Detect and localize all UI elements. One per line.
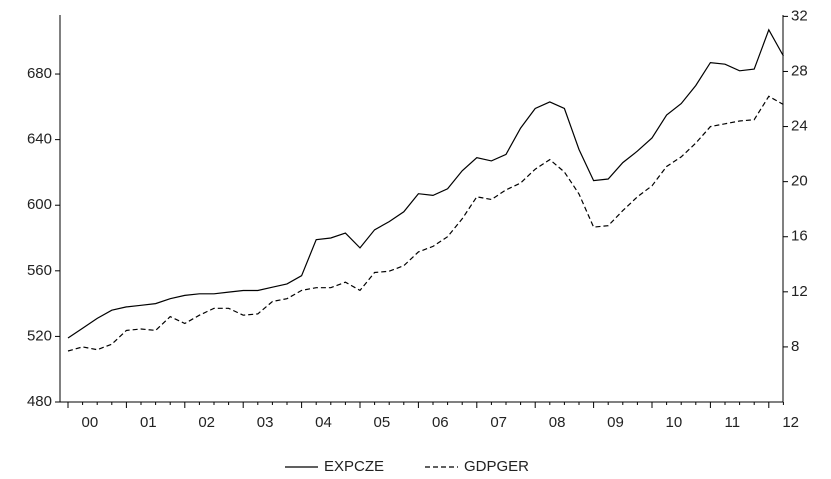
x-tick-label: 07 bbox=[490, 414, 507, 431]
y-tick-label: 480 bbox=[27, 393, 52, 410]
y2-tick-label: 12 bbox=[791, 283, 808, 300]
y-tick-label: 560 bbox=[27, 262, 52, 279]
x-tick-label: 06 bbox=[432, 414, 449, 431]
x-tick-label: 08 bbox=[549, 414, 566, 431]
x-tick-label: 05 bbox=[374, 414, 391, 431]
y-tick-label: 680 bbox=[27, 65, 52, 82]
y2-tick-label: 32 bbox=[791, 7, 808, 24]
x-tick-label: 10 bbox=[666, 414, 683, 431]
legend-label: GDPGER bbox=[464, 458, 529, 475]
x-tick-label: 11 bbox=[725, 414, 741, 431]
y-tick-label: 600 bbox=[27, 196, 52, 213]
series-line bbox=[67, 28, 784, 339]
x-tick-label: 04 bbox=[315, 414, 332, 431]
y2-tick-label: 28 bbox=[791, 62, 808, 79]
x-tick-label: 09 bbox=[607, 414, 624, 431]
x-tick-label: 01 bbox=[140, 414, 157, 431]
y-tick-label: 520 bbox=[27, 327, 52, 344]
y2-tick-label: 24 bbox=[791, 118, 808, 135]
series-line bbox=[67, 95, 784, 352]
x-tick-label: 02 bbox=[198, 414, 215, 431]
y2-tick-label: 16 bbox=[791, 228, 808, 245]
x-tick-label: 03 bbox=[257, 414, 274, 431]
y2-tick-label: 8 bbox=[791, 338, 799, 355]
y2-tick-label: 20 bbox=[791, 173, 808, 190]
legend-label: EXPCZE bbox=[324, 458, 384, 475]
y-tick-label: 640 bbox=[27, 131, 52, 148]
x-tick-label: 12 bbox=[782, 414, 799, 431]
x-tick-label: 00 bbox=[82, 414, 99, 431]
